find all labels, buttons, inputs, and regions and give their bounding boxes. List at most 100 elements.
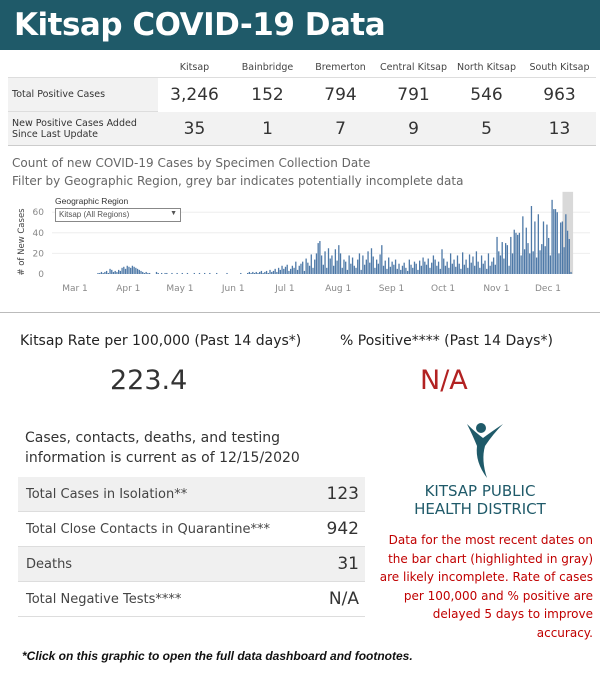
filter-label: Geographic Region	[55, 196, 129, 206]
chart-bar	[136, 268, 139, 274]
x-tick-label: Oct 1	[431, 284, 455, 294]
cell-value: 794	[324, 84, 357, 105]
chart-bar	[350, 263, 352, 274]
chart-bar	[209, 272, 211, 274]
row-label: Total Positive Cases	[12, 89, 106, 100]
chart-bar	[105, 270, 108, 274]
chart-bar	[465, 259, 467, 274]
chart-bar	[499, 255, 502, 274]
chart-bar	[534, 221, 536, 274]
chart-bar	[155, 271, 158, 274]
info-label: Total Cases in Isolation**	[26, 486, 188, 502]
chart-bar	[484, 260, 486, 274]
chart-bar	[358, 253, 361, 274]
chart-bar	[327, 248, 330, 274]
column-header: South Kitsap	[529, 62, 590, 73]
chart-bar	[317, 243, 319, 274]
chart-bar	[324, 251, 326, 274]
chart-bar	[123, 266, 125, 274]
chart-bar	[448, 267, 450, 274]
incomplete-data-note: Data for the most recent dates on the ba…	[379, 533, 593, 640]
chart-bar	[171, 272, 173, 274]
chart-bar	[109, 268, 111, 274]
column-header: Bainbridge	[241, 62, 294, 73]
chart-bar	[432, 255, 435, 274]
chart-bar	[530, 206, 533, 274]
chart-bar	[111, 269, 113, 274]
chart-bar	[470, 262, 472, 274]
chart-bar	[551, 199, 553, 274]
chart-bar	[394, 259, 397, 274]
chart-bar	[193, 272, 195, 274]
chart-bar	[403, 262, 405, 274]
chart-bar	[420, 265, 423, 274]
chart-bar	[451, 263, 453, 274]
chart-bar	[463, 264, 466, 274]
chart-bar	[252, 271, 254, 274]
chart-bar	[503, 258, 505, 274]
chart-bar	[539, 250, 541, 274]
chart-bar	[176, 272, 178, 274]
chart-bar	[520, 255, 522, 274]
chart-bar	[417, 269, 419, 274]
info-value: 942	[326, 519, 359, 539]
chart-bar	[391, 261, 393, 274]
chart-bar	[472, 256, 474, 274]
rate-value: 223.4	[110, 365, 188, 396]
chart-bar	[262, 272, 264, 274]
chart-bar	[293, 267, 295, 274]
x-tick-label: Sep 1	[379, 284, 405, 294]
chart-bar	[259, 271, 261, 274]
chart-bar	[565, 214, 567, 274]
filter-value: Kitsap (All Regions)	[59, 210, 130, 219]
chart-bar	[419, 260, 421, 274]
info-row: Total Cases in Isolation** 123	[18, 477, 365, 512]
chart-bar	[406, 270, 409, 274]
chart-bar	[181, 272, 183, 274]
chart-bar	[140, 270, 142, 274]
dashboard-link[interactable]: *Click on this graphic to open the full …	[22, 649, 413, 663]
chart-bar	[333, 265, 335, 274]
chart-bar	[255, 271, 257, 274]
chart-bar	[307, 262, 309, 274]
column-header: Central Kitsap	[379, 62, 447, 73]
chart-bar	[413, 261, 416, 274]
percent-positive-label: % Positive**** (Past 14 Days*)	[340, 333, 553, 349]
chart-bar	[489, 265, 491, 274]
chart-bar	[389, 266, 392, 274]
chart-bar	[487, 253, 490, 274]
region-filter-dropdown[interactable]: Kitsap (All Regions) ▼	[55, 208, 181, 222]
info-label: Deaths	[26, 556, 73, 572]
chart-bar	[161, 272, 163, 274]
chart-bar	[410, 264, 412, 274]
chart-bar	[560, 222, 562, 274]
chart-bar	[491, 261, 493, 274]
chart-bar	[369, 262, 371, 274]
cell-value: 963	[543, 84, 576, 105]
chart-bar	[267, 272, 269, 274]
chart-bar	[357, 259, 359, 274]
chart-bar	[505, 243, 507, 274]
chart-bar	[250, 272, 252, 274]
chart-bar	[486, 268, 488, 274]
chart-bar	[338, 245, 340, 274]
chart-bar	[382, 265, 385, 274]
chart-bar	[112, 271, 115, 274]
chart-bar	[276, 271, 278, 274]
y-tick-label: 0	[38, 270, 44, 280]
chart-bar	[377, 263, 380, 274]
chart-bar	[496, 236, 498, 274]
chart-bar	[453, 259, 455, 274]
info-value: 31	[337, 554, 359, 574]
info-label: Total Close Contacts in Quarantine***	[26, 521, 270, 537]
chart-bar	[260, 270, 263, 274]
chart-bar	[568, 238, 570, 274]
chart-bar	[535, 257, 538, 274]
chart-bar	[570, 271, 572, 274]
chart-bar	[145, 271, 147, 274]
chart-bar	[388, 257, 390, 274]
chart-bar	[351, 257, 354, 274]
chart-bar	[148, 272, 151, 274]
chart-bar	[365, 259, 367, 274]
chart-bar	[501, 242, 503, 274]
